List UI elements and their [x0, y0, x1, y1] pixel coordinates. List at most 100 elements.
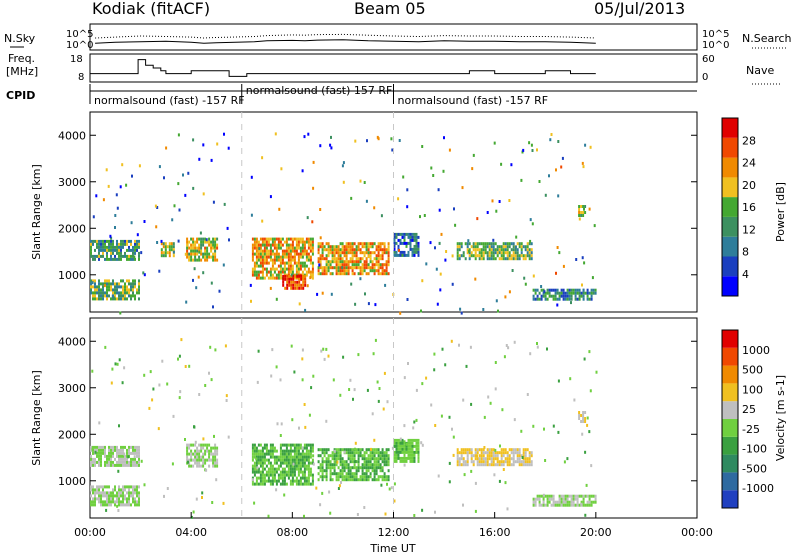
heatmap-cell: [329, 478, 332, 482]
heatmap-cell: [347, 454, 350, 458]
heatmap-cell: [375, 245, 378, 249]
heatmap-cell: [92, 242, 94, 246]
heatmap-cell: [482, 448, 485, 452]
heatmap-cell: [281, 476, 284, 480]
heatmap-cell: [214, 348, 217, 352]
heatmap-cell: [594, 291, 597, 295]
colorbar-swatch: [722, 118, 738, 138]
heatmap-cell: [542, 503, 545, 507]
heatmap-cell: [273, 476, 276, 480]
heatmap-cell: [294, 286, 297, 290]
heatmap-cell: [544, 193, 547, 197]
heatmap-cell: [393, 482, 396, 486]
heatmap-cell: [302, 274, 305, 278]
heatmap-cell: [359, 269, 362, 273]
heatmap-cell: [118, 491, 120, 495]
heatmap-cell: [256, 380, 259, 384]
heatmap-cell: [96, 454, 98, 458]
heatmap-cell: [214, 443, 217, 447]
heatmap-cell: [296, 286, 299, 290]
heatmap-cell: [283, 479, 286, 483]
heatmap-cell: [325, 475, 328, 479]
heatmap-cell: [108, 500, 110, 504]
heatmap-cell: [114, 282, 116, 286]
heatmap-cell: [108, 463, 110, 467]
heatmap-cell: [263, 443, 266, 447]
heatmap-cell: [381, 266, 384, 270]
heatmap-cell: [90, 463, 92, 467]
heatmap-cell: [100, 500, 102, 504]
heatmap-cell: [138, 494, 140, 498]
heatmap-cell: [198, 449, 201, 453]
heatmap-cell: [106, 294, 108, 298]
heatmap-cell: [373, 242, 376, 246]
heatmap-cell: [472, 254, 475, 258]
heatmap-cell: [279, 270, 282, 274]
heatmap-cell: [474, 448, 477, 452]
heatmap-cell: [295, 270, 298, 274]
heatmap-cell: [170, 242, 173, 246]
heatmap-cell: [534, 288, 537, 292]
heatmap-cell: [273, 243, 276, 247]
heatmap-cell: [413, 450, 416, 454]
heatmap-cell: [251, 443, 254, 447]
heatmap-cell: [546, 503, 549, 507]
heatmap-cell: [289, 452, 292, 456]
heatmap-cell: [464, 257, 467, 261]
heatmap-cell: [576, 297, 579, 301]
heatmap-cell: [251, 267, 254, 271]
heatmap-cell: [339, 257, 342, 261]
heatmap-cell: [330, 292, 333, 296]
heatmap-cell: [162, 254, 165, 258]
heatmap-cell: [279, 255, 282, 259]
heatmap-cell: [403, 376, 406, 380]
heatmap-cell: [550, 494, 553, 498]
heatmap-cell: [562, 497, 565, 501]
heatmap-cell: [421, 279, 424, 283]
heatmap-cell: [583, 357, 586, 361]
heatmap-cell: [462, 398, 465, 402]
heatmap-cell: [253, 240, 256, 244]
heatmap-cell: [309, 455, 312, 459]
heatmap-cell: [307, 458, 310, 462]
heatmap-cell: [365, 475, 368, 479]
heatmap-cell: [586, 291, 589, 295]
nsky-label: N.Sky: [4, 32, 36, 45]
heatmap-cell: [287, 252, 290, 256]
heatmap-cell: [359, 266, 362, 270]
heatmap-cell: [412, 426, 415, 430]
heatmap-cell: [367, 475, 370, 479]
heatmap-cell: [371, 269, 374, 273]
heatmap-cell: [283, 264, 286, 268]
heatmap-cell: [510, 254, 513, 258]
heatmap-cell: [415, 444, 418, 448]
heatmap-cell: [456, 457, 459, 461]
heatmap-cell: [255, 270, 258, 274]
heatmap-cell: [294, 283, 297, 287]
heatmap-cell: [353, 263, 356, 267]
heatmap-cell: [309, 258, 312, 262]
heatmap-cell: [351, 460, 354, 464]
heatmap-cell: [287, 255, 290, 259]
heatmap-cell: [532, 294, 535, 298]
heatmap-cell: [333, 248, 336, 252]
heatmap-cell: [339, 475, 342, 479]
heatmap-cell: [532, 424, 535, 428]
heatmap-cell: [255, 252, 258, 256]
heatmap-cell: [494, 451, 497, 455]
heatmap-cell: [275, 258, 278, 262]
heatmap-cell: [104, 451, 106, 455]
heatmap-cell: [530, 242, 533, 246]
heatmap-cell: [261, 467, 264, 471]
heatmap-cell: [381, 263, 384, 267]
heatmap-cell: [361, 269, 364, 273]
heatmap-cell: [385, 269, 388, 273]
heatmap-cell: [574, 288, 577, 292]
heatmap-cell: [132, 282, 134, 286]
heatmap-cell: [293, 370, 296, 374]
heatmap-cell: [202, 464, 205, 468]
heatmap-cell: [116, 451, 118, 455]
heatmap-cell: [357, 248, 360, 252]
heatmap-cell: [210, 243, 213, 247]
heatmap-cell: [301, 458, 304, 462]
